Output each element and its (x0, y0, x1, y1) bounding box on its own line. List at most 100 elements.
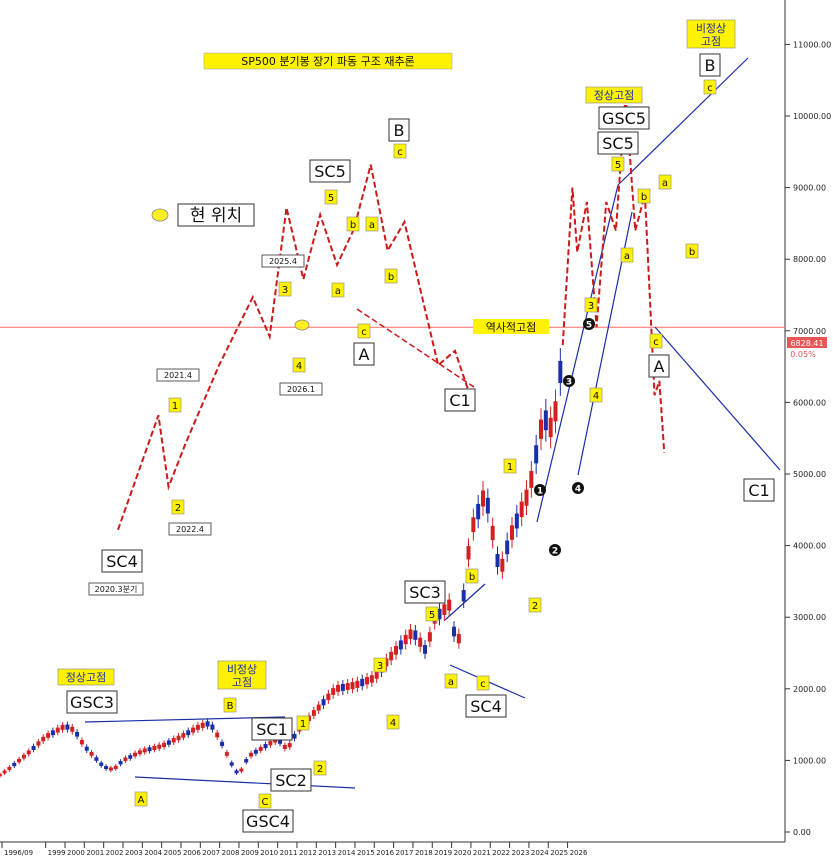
wave-2-left: 2 (313, 760, 327, 776)
date-2020-q3: 2020.3분기 (88, 582, 144, 596)
candle-body (427, 632, 432, 642)
wave-cap-a-right-text: A (654, 357, 665, 376)
candle-body (543, 410, 548, 431)
normal-top-label-left: 정상고점 (57, 668, 115, 686)
candle-body (65, 724, 70, 730)
candle-body (476, 503, 481, 520)
circle-1: 1 (534, 484, 546, 497)
wave-c-inset-top-text: c (397, 147, 403, 158)
wave-c-right-top: c (703, 79, 717, 95)
wave-b-mid: b (465, 568, 479, 584)
wave-c-inset: c (357, 323, 371, 339)
candle-body (157, 744, 162, 749)
candle-body (534, 445, 539, 464)
candle-body (123, 757, 128, 761)
candle-body (384, 658, 389, 667)
circle-4-text: 4 (575, 485, 581, 495)
abnormal-top-label-right-line2: 고점 (701, 35, 721, 48)
candle-body (340, 683, 345, 691)
sc4-label-mid: SC4 (465, 694, 507, 718)
wave-a-right: a (620, 247, 634, 263)
wave-3-right: 3 (584, 297, 598, 313)
sc5-label-right: SC5 (597, 131, 639, 155)
x-tick-label: 2021 (473, 849, 491, 857)
wave-4-mid-text: 4 (390, 718, 396, 729)
sc5-label-inset: SC5 (309, 159, 351, 183)
x-tick-label: 2026 (570, 849, 588, 857)
circle-2: 2 (549, 544, 561, 557)
price-tag-change: 0.05% (790, 350, 816, 359)
wave-2-right-text: 2 (532, 601, 538, 612)
candle-body (220, 741, 225, 747)
wave-4-inset-text: 4 (296, 361, 302, 372)
gsc5-label-text: GSC5 (602, 109, 646, 128)
wave-b-left: B (223, 697, 237, 713)
x-tick-label: 2001 (86, 849, 104, 857)
x-tick-label: 2012 (299, 849, 317, 857)
candle-body (113, 765, 118, 769)
wave-3-inset: 3 (278, 281, 292, 297)
candle-body (398, 640, 403, 650)
candle-body (31, 745, 36, 750)
candle-body (253, 749, 258, 754)
candle-body (471, 517, 476, 533)
candle-body (539, 419, 544, 439)
date-2025-4: 2025.4 (261, 254, 305, 268)
wave-1-inset-text: 1 (172, 401, 178, 412)
wave-a-mid-text: a (448, 677, 454, 688)
future-lower-channel (654, 326, 781, 471)
wave-3-mid: 3 (373, 657, 387, 673)
gsc4-label-text: GSC4 (246, 812, 290, 831)
candle-body (287, 743, 292, 748)
wave-4-mid: 4 (386, 714, 400, 730)
x-tick-label: 2020 (454, 849, 472, 857)
candle-body (437, 608, 442, 620)
wave-b-inset-low-text: b (388, 272, 394, 283)
wave-2-inset-text: 2 (175, 503, 181, 514)
wave-c-inset-top: c (393, 143, 407, 159)
candle-body (142, 748, 147, 753)
inset-correction-line (356, 308, 475, 388)
circle-5-text: 5 (586, 321, 592, 331)
candle-body (55, 727, 60, 733)
candle-body (12, 762, 17, 767)
candle-body (394, 645, 399, 655)
wave-c-right-text: c (653, 337, 659, 348)
candle-body (104, 766, 109, 770)
candle-body (485, 497, 490, 514)
sc5-label-right-text: SC5 (602, 134, 634, 153)
candle-body (369, 675, 374, 683)
candle-body (186, 730, 191, 736)
wave-5-mid: 5 (425, 606, 439, 622)
wave-cap-a-inset-text: A (359, 345, 370, 364)
date-2020-q3-text: 2020.3분기 (95, 585, 138, 594)
x-tick-label: 2011 (280, 849, 298, 857)
candle-body (268, 741, 273, 746)
wave-a-inset-top-text: a (369, 220, 375, 231)
candle-body (514, 513, 519, 529)
candle-body (210, 724, 215, 730)
wave-cap-b-right: B (699, 53, 721, 77)
historical-high-label: 역사적고점 (473, 319, 549, 334)
wave-b-mid-text: b (469, 572, 475, 583)
sc4-label-inset: SC4 (101, 549, 143, 573)
sc3-label-text: SC3 (409, 583, 441, 602)
wave-4-inset: 4 (292, 357, 306, 373)
candle-body (321, 699, 326, 706)
date-2022-4-text: 2022.4 (176, 525, 204, 534)
inset-projection-path (117, 164, 473, 531)
circle-4: 4 (572, 482, 584, 495)
candle-body (147, 747, 152, 752)
circle-3: 3 (563, 375, 575, 388)
candle-body (75, 731, 80, 737)
chart-title-text: SP500 분기봉 장기 파동 구조 재추론 (241, 55, 415, 68)
candle-body (94, 757, 99, 761)
candle-body (108, 767, 113, 771)
candle-body (50, 730, 55, 736)
wave-b-right-text: b (641, 192, 647, 203)
x-axis-ticks: 1996/09 1999 2000 2001 2002 2003 2004 2005 2006 2… (1, 842, 588, 857)
candle-body (548, 417, 553, 438)
date-2022-4: 2022.4 (168, 522, 212, 536)
candle-body (70, 726, 75, 732)
